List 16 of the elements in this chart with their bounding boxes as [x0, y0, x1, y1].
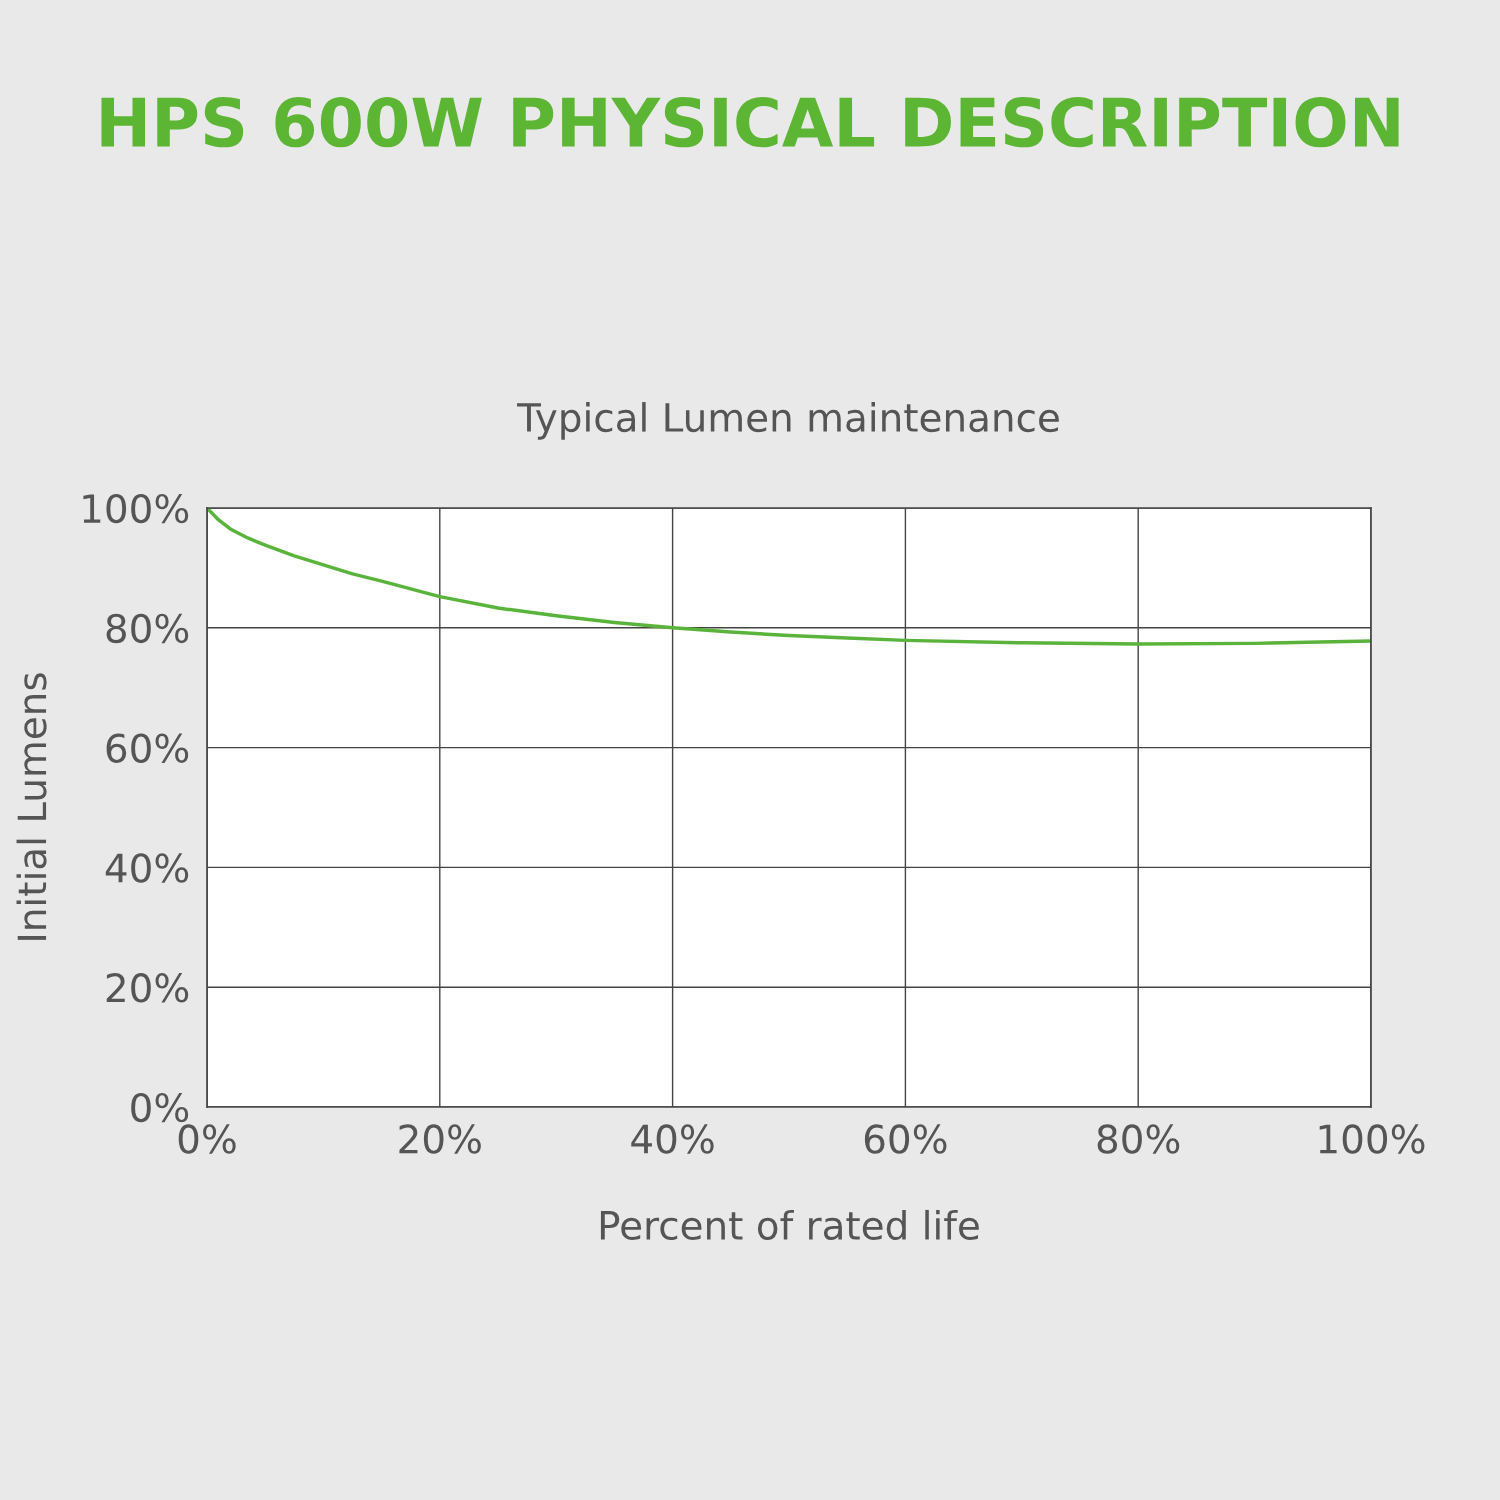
y-tick-label: 100%	[83, 493, 189, 524]
x-axis-title: Percent of rated life	[600, 1209, 979, 1241]
x-tick-label: 100%	[1319, 1124, 1425, 1154]
chart-subtitle: Typical Lumen maintenance	[516, 402, 1059, 440]
chart-title: HPS 600W PHYSICAL DESCRIPTION	[101, 96, 1399, 148]
x-tick-label: 80%	[1097, 1124, 1180, 1154]
y-tick-label: 20%	[106, 973, 189, 1003]
y-tick-label: 0%	[131, 1092, 189, 1123]
y-tick-label: 60%	[106, 733, 189, 763]
x-tick-label: 0%	[178, 1124, 236, 1154]
y-axis-title: Initial Lumens	[16, 673, 47, 940]
y-tick-label: 40%	[105, 853, 189, 883]
x-tick-label: 40%	[631, 1124, 714, 1154]
x-tick-label: 20%	[399, 1124, 481, 1154]
x-tick-label: 60%	[864, 1124, 947, 1154]
y-tick-label: 80%	[106, 613, 189, 644]
